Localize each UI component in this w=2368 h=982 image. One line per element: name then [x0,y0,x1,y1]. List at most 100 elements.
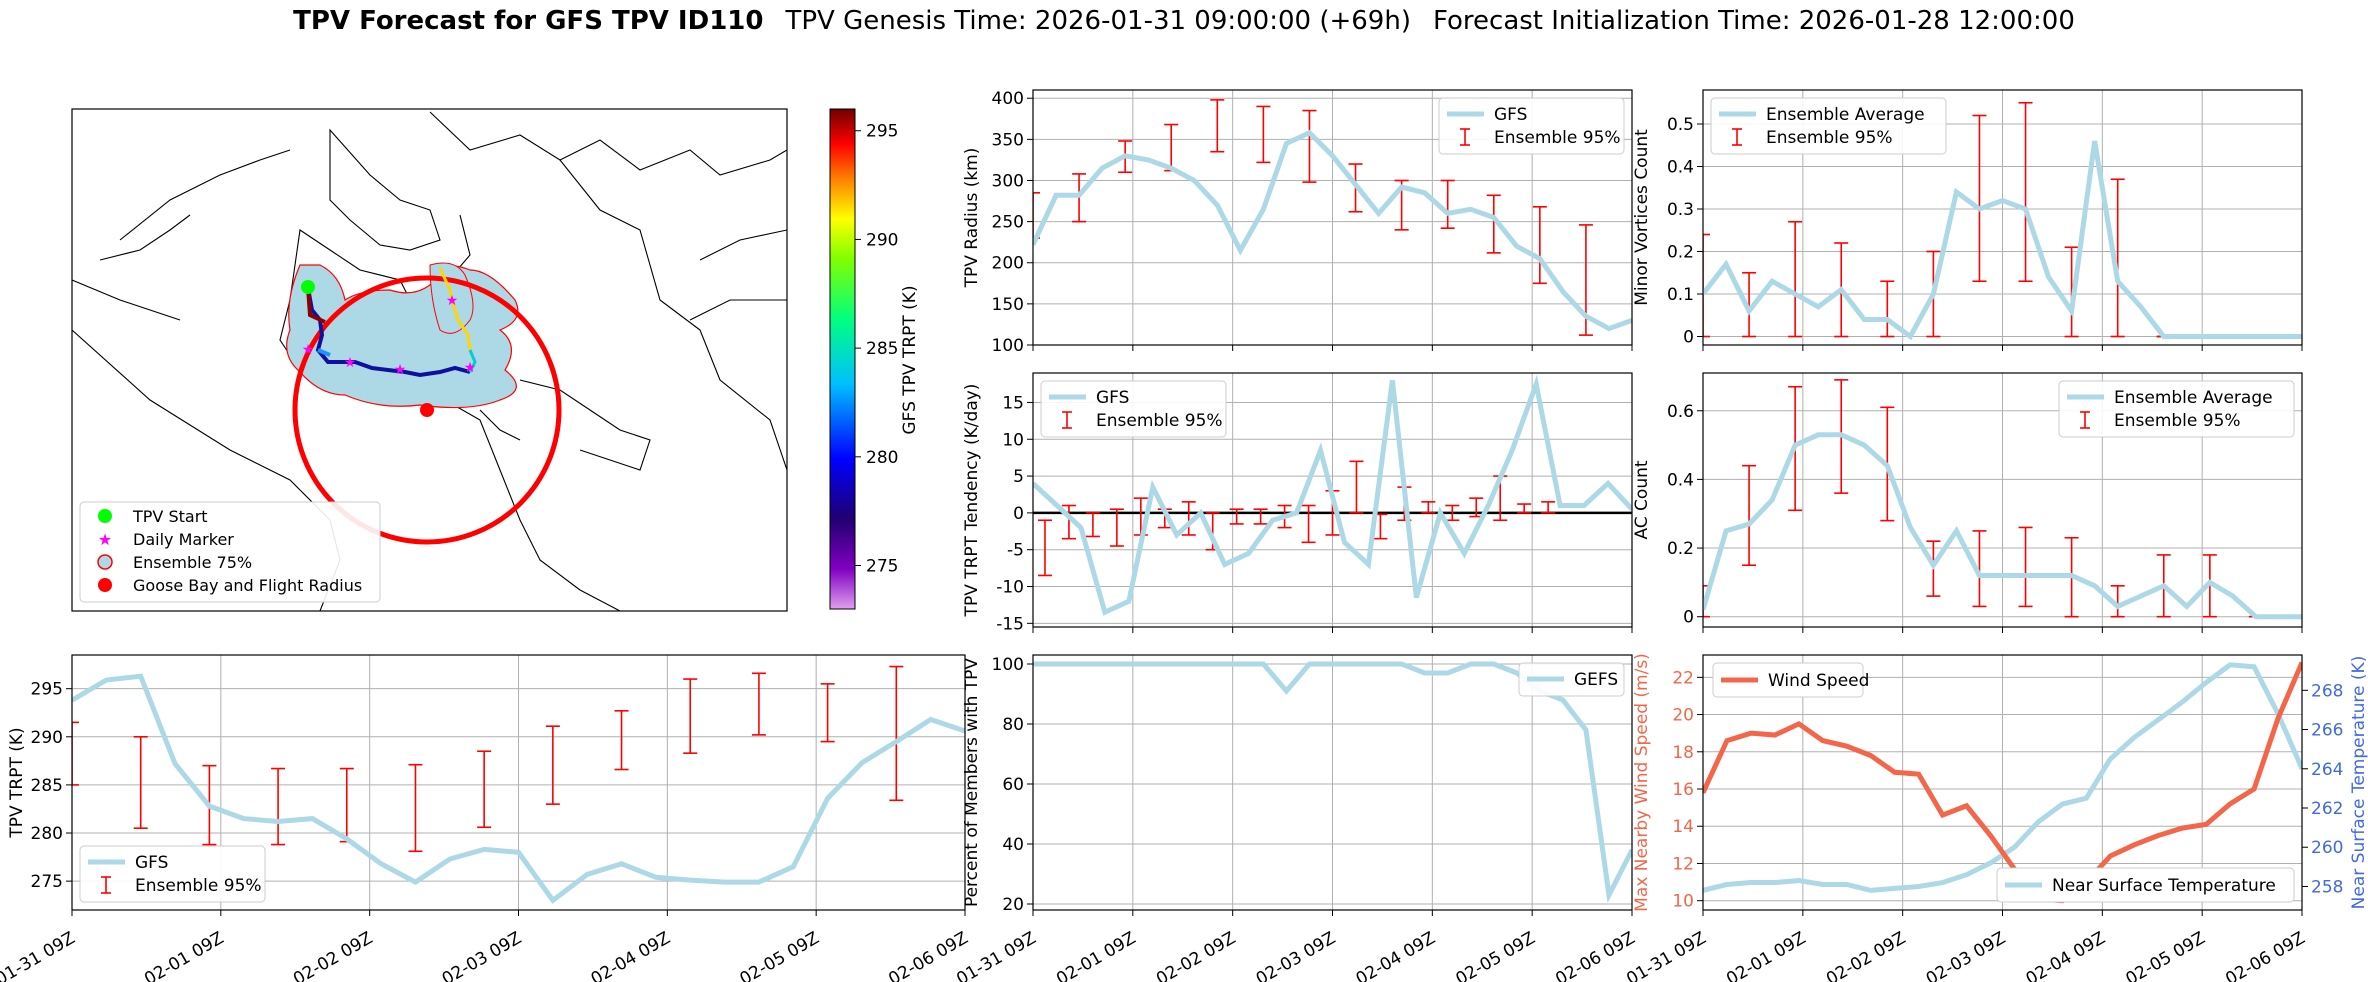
y-axis-label: Max Nearby Wind Speed (m/s) [1632,653,1652,912]
y-tick-label: 16 [1672,780,1694,800]
y2-tick-label: 264 [2311,760,2343,780]
x-tick-label: 01-31 09Z [0,928,79,982]
map-coastlines [72,111,787,611]
x-tick-label: 01-31 09Z [1623,928,1709,982]
y-tick-label: 80 [1002,715,1024,735]
x-tick-label: 02-04 09Z [588,928,674,982]
percent-members-chart: 01-31 09Z 02-01 09Z 02-02 09Z 02-03 09Z 02-0… [953,654,1639,982]
x-tick-label: 02-03 09Z [439,928,525,982]
plot-series [1033,99,1632,336]
y-axis-label: TPV TRPT (K) [7,727,27,838]
y-tick-label: 22 [1672,668,1694,688]
legend-label: Wind Speed [1768,671,1869,691]
series-line [1033,374,1632,616]
coastline [329,128,441,251]
legend-label: GEFS [1574,670,1618,690]
x-tick-label: 02-04 09Z [1353,928,1439,982]
tpv-track-segment [438,267,472,351]
plot-series [1703,661,2302,904]
tpv-track [306,287,471,378]
y-tick-label: 200 [992,254,1024,274]
daily-marker: ★ [302,342,315,358]
legend-daily-icon: ★ [98,530,112,549]
tpv-start-marker [301,280,315,294]
series-line [1703,140,2302,341]
daily-marker: ★ [394,362,407,378]
colorbar-tick-label: 285 [866,339,898,359]
radius-chart: 100 150 200 250 300 350 400 TPV Radius (km) GFS E… [962,89,1633,356]
legend-label: Ensemble 95% [2114,411,2241,431]
ac-count-chart: 0 0.2 0.4 0.6 AC Count Ensemble Average Ensemb… [1632,372,2303,633]
y-tick-label: 0 [1683,328,1694,348]
plot-frame [1032,89,1633,346]
daily-marker: ★ [464,360,477,376]
series-line [72,673,965,904]
plot-frame [1032,372,1633,628]
x-tick-label: 02-01 09Z [1723,928,1809,982]
y-axis-label: Percent of Members with TPV [962,658,982,907]
colorbar-tick-label: 280 [866,448,898,468]
coastline [689,299,787,321]
x-tick-label: 02-01 09Z [141,928,227,982]
y-tick-label: 0.4 [1667,158,1694,178]
y-tick-label: 285 [31,776,63,796]
x-tick-label: 02-01 09Z [1053,928,1139,982]
tpv-track-segment [317,348,331,357]
y-tick-label: 295 [31,680,63,700]
daily-marker: ★ [344,355,357,371]
y-tick-label: 300 [992,171,1024,191]
plot-frame [1702,89,2303,346]
y-axis-label: TPV TRPT Tendency (K/day) [962,384,982,618]
y-tick-label: 0.2 [1667,243,1694,263]
colorbar-ticks: 295 290 285 280 275 [855,122,898,577]
x-tick-label: 02-02 09Z [290,928,376,982]
plot-series [1703,379,2302,620]
y-tick-label: 0.5 [1667,115,1694,135]
y-tick-label: 275 [31,872,63,892]
legend-label: TPV Start [132,507,208,526]
coastline [519,379,651,471]
y-tick-label: 40 [1002,835,1024,855]
x-tick-label: 02-03 09Z [1923,928,2009,982]
x-tick-label: 02-02 09Z [1153,928,1239,982]
daily-markers: ★ ★ ★ ★ ★ [302,293,477,378]
legend-label: Near Surface Temperature [2052,876,2276,896]
legend-ensemble-icon [97,554,113,570]
map-legend: ★ TPV Start Daily Marker Ensemble 75% Go… [79,501,381,603]
title-main: TPV Forecast for GFS TPV ID110 [293,6,764,36]
tpv-track-start [306,287,326,324]
legend-label: Ensemble 95% [1494,128,1621,148]
x-tick-label: 02-06 09Z [2222,928,2308,982]
legend-goose-icon [98,578,112,592]
legend-box [1518,662,1625,697]
y2-tick-label: 266 [2311,721,2343,741]
plot-frame [1032,654,1633,911]
trpt-chart: 01-31 09Z 02-01 09Z 02-02 09Z 02-03 09Z 02-0… [0,654,972,982]
legend-label: GFS [1096,388,1129,408]
tpv-track-segment [468,349,477,373]
y2-tick-label: 260 [2311,838,2343,858]
map-legend-box [79,501,381,603]
x-tick-label: 02-05 09Z [2122,928,2208,982]
coastline [72,279,181,321]
y-tick-label: 100 [992,336,1024,356]
y-tick-label: 10 [1002,430,1024,450]
y-tick-label: -5 [1007,541,1024,561]
y2-tick-label: 262 [2311,799,2343,819]
y-tick-label: 350 [992,130,1024,150]
y-tick-label: 0.4 [1667,470,1694,490]
flight-radius-circle [292,275,562,545]
y-tick-label: 5 [1013,467,1024,487]
y-tick-label: 10 [1672,892,1694,912]
title-init: Forecast Initialization Time: 2026-01-28… [1432,6,2075,36]
y-tick-label: -15 [996,614,1024,634]
legend-box [1710,97,1947,155]
wind-temp-chart: 01-31 09Z 02-01 09Z 02-02 09Z 02-03 09Z 02-0… [1623,653,2368,982]
legend-label: GFS [1494,105,1527,125]
y-tick-label: 0.3 [1667,200,1694,220]
legend-label: GFS [135,853,168,873]
y-tick-label: 0 [1013,504,1024,524]
colorbar-tick-label: 275 [866,557,898,577]
legend-box [1996,867,2295,903]
